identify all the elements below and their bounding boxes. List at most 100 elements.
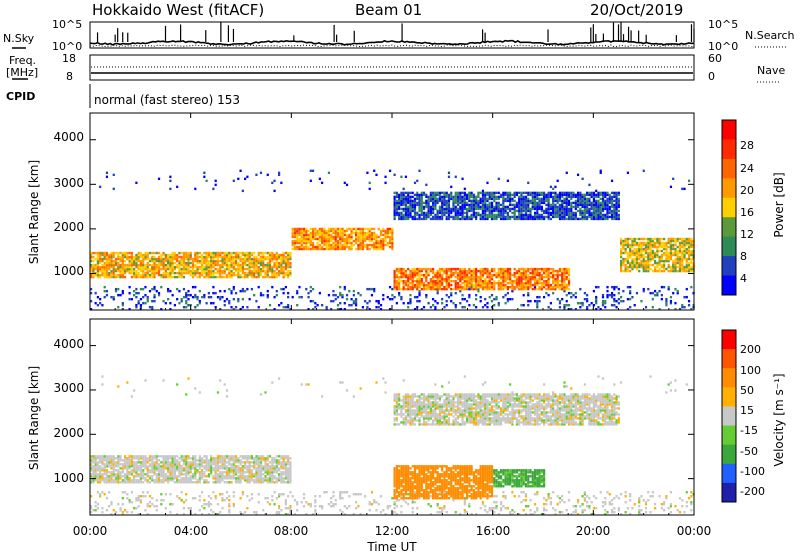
heatmap-cell: [543, 295, 546, 299]
heatmap-cell: [515, 271, 519, 275]
heatmap-cell: [669, 251, 673, 255]
heatmap-cell: [561, 215, 564, 219]
heatmap-cell: [228, 255, 231, 259]
heatmap-cell: [151, 471, 154, 474]
heatmap-cell: [420, 203, 423, 207]
heatmap-cell: [427, 215, 430, 219]
heatmap-cell: [481, 275, 485, 279]
heatmap-cell: [524, 205, 528, 209]
heatmap-cell: [137, 259, 140, 263]
heatmap-cell: [398, 199, 401, 203]
heatmap-cell: [554, 209, 557, 213]
heatmap-cell: [422, 211, 426, 215]
heatmap-cell: [280, 267, 283, 271]
heatmap-cell: [321, 239, 324, 243]
heatmap-cell: [137, 273, 140, 277]
heatmap-cell: [257, 251, 260, 255]
heatmap-cell: [164, 477, 167, 480]
heatmap-cell: [683, 267, 686, 271]
heatmap-cell: [167, 469, 170, 472]
freq-tick-low: 8: [66, 70, 73, 83]
heatmap-cell: [92, 259, 95, 263]
heatmap-cell: [234, 253, 238, 257]
heatmap-cell: [321, 241, 324, 245]
heatmap-cell: [228, 275, 231, 279]
heatmap-cell: [434, 191, 437, 195]
heatmap-cell: [597, 305, 600, 309]
heatmap-cell: [343, 241, 346, 245]
heatmap-cell: [561, 283, 564, 287]
heatmap-cell: [626, 257, 630, 261]
heatmap-cell: [330, 247, 333, 251]
heatmap-cell: [266, 275, 269, 279]
heatmap-cell: [622, 269, 625, 273]
heatmap-cell: [151, 265, 154, 269]
heatmap-cell: [599, 193, 602, 197]
heatmap-cell: [343, 233, 346, 237]
heatmap-cell: [538, 295, 541, 299]
heatmap-cell: [182, 257, 186, 261]
heatmap-cell: [543, 281, 546, 285]
heatmap-cell: [157, 265, 161, 269]
heatmap-cell: [595, 205, 598, 209]
heatmap-cell: [198, 271, 201, 275]
heatmap-cell: [400, 273, 403, 277]
heatmap-cell: [203, 275, 206, 279]
heatmap-cell: [450, 275, 453, 279]
heatmap-cell: [447, 215, 451, 219]
heatmap-cell: [629, 291, 632, 295]
heatmap-cell: [497, 203, 500, 207]
heatmap-cell: [484, 209, 487, 213]
heatmap-cell: [509, 273, 512, 277]
heatmap-cell: [94, 455, 97, 458]
heatmap-cell: [472, 213, 475, 217]
heatmap-cell: [305, 229, 308, 233]
heatmap-cell: [314, 247, 317, 251]
heatmap-cell: [108, 257, 111, 261]
heatmap-cell: [144, 467, 147, 470]
heatmap-cell: [207, 291, 210, 295]
heatmap-cell: [262, 259, 265, 263]
heatmap-cell: [108, 505, 111, 508]
heatmap-cell: [135, 291, 138, 295]
heatmap-cell: [359, 243, 362, 247]
heatmap-cell: [212, 271, 215, 275]
heatmap-cell: [341, 233, 344, 237]
heatmap-cell: [169, 511, 172, 514]
heatmap-cell: [413, 273, 417, 277]
heatmap-cell: [398, 279, 401, 283]
heatmap-cell: [445, 303, 448, 307]
heatmap-cell: [676, 237, 679, 241]
heatmap-cell: [291, 247, 294, 251]
heatmap-cell: [142, 263, 145, 267]
heatmap-cell: [687, 253, 691, 257]
heatmap-cell: [493, 281, 496, 285]
heatmap-cell: [436, 271, 439, 275]
heatmap-cell: [119, 473, 122, 476]
heatmap-cell: [436, 191, 439, 195]
heatmap-cell: [135, 259, 138, 263]
heatmap-cell: [271, 267, 274, 271]
heatmap-cell: [536, 267, 539, 271]
heatmap-cell: [574, 215, 577, 219]
heatmap-cell: [520, 193, 523, 197]
heatmap-cell: [674, 257, 677, 261]
heatmap-cell: [438, 275, 442, 279]
heatmap-cell: [678, 259, 682, 263]
heatmap-cell: [339, 285, 342, 289]
heatmap-cell: [287, 255, 290, 259]
heatmap-cell: [110, 479, 113, 482]
heatmap-cell: [103, 271, 106, 275]
heatmap-cell: [549, 271, 552, 275]
heatmap-cell: [298, 247, 301, 251]
heatmap-cell: [266, 251, 269, 255]
heatmap-cell: [484, 199, 487, 203]
heatmap-cell: [409, 299, 412, 303]
heatmap-cell: [99, 185, 102, 189]
heatmap-cell: [244, 271, 247, 275]
heatmap-cell: [277, 253, 281, 257]
heatmap-cell: [592, 213, 596, 217]
heatmap-cell: [450, 299, 453, 303]
heatmap-cell: [375, 173, 378, 177]
heatmap-cell: [667, 245, 670, 249]
